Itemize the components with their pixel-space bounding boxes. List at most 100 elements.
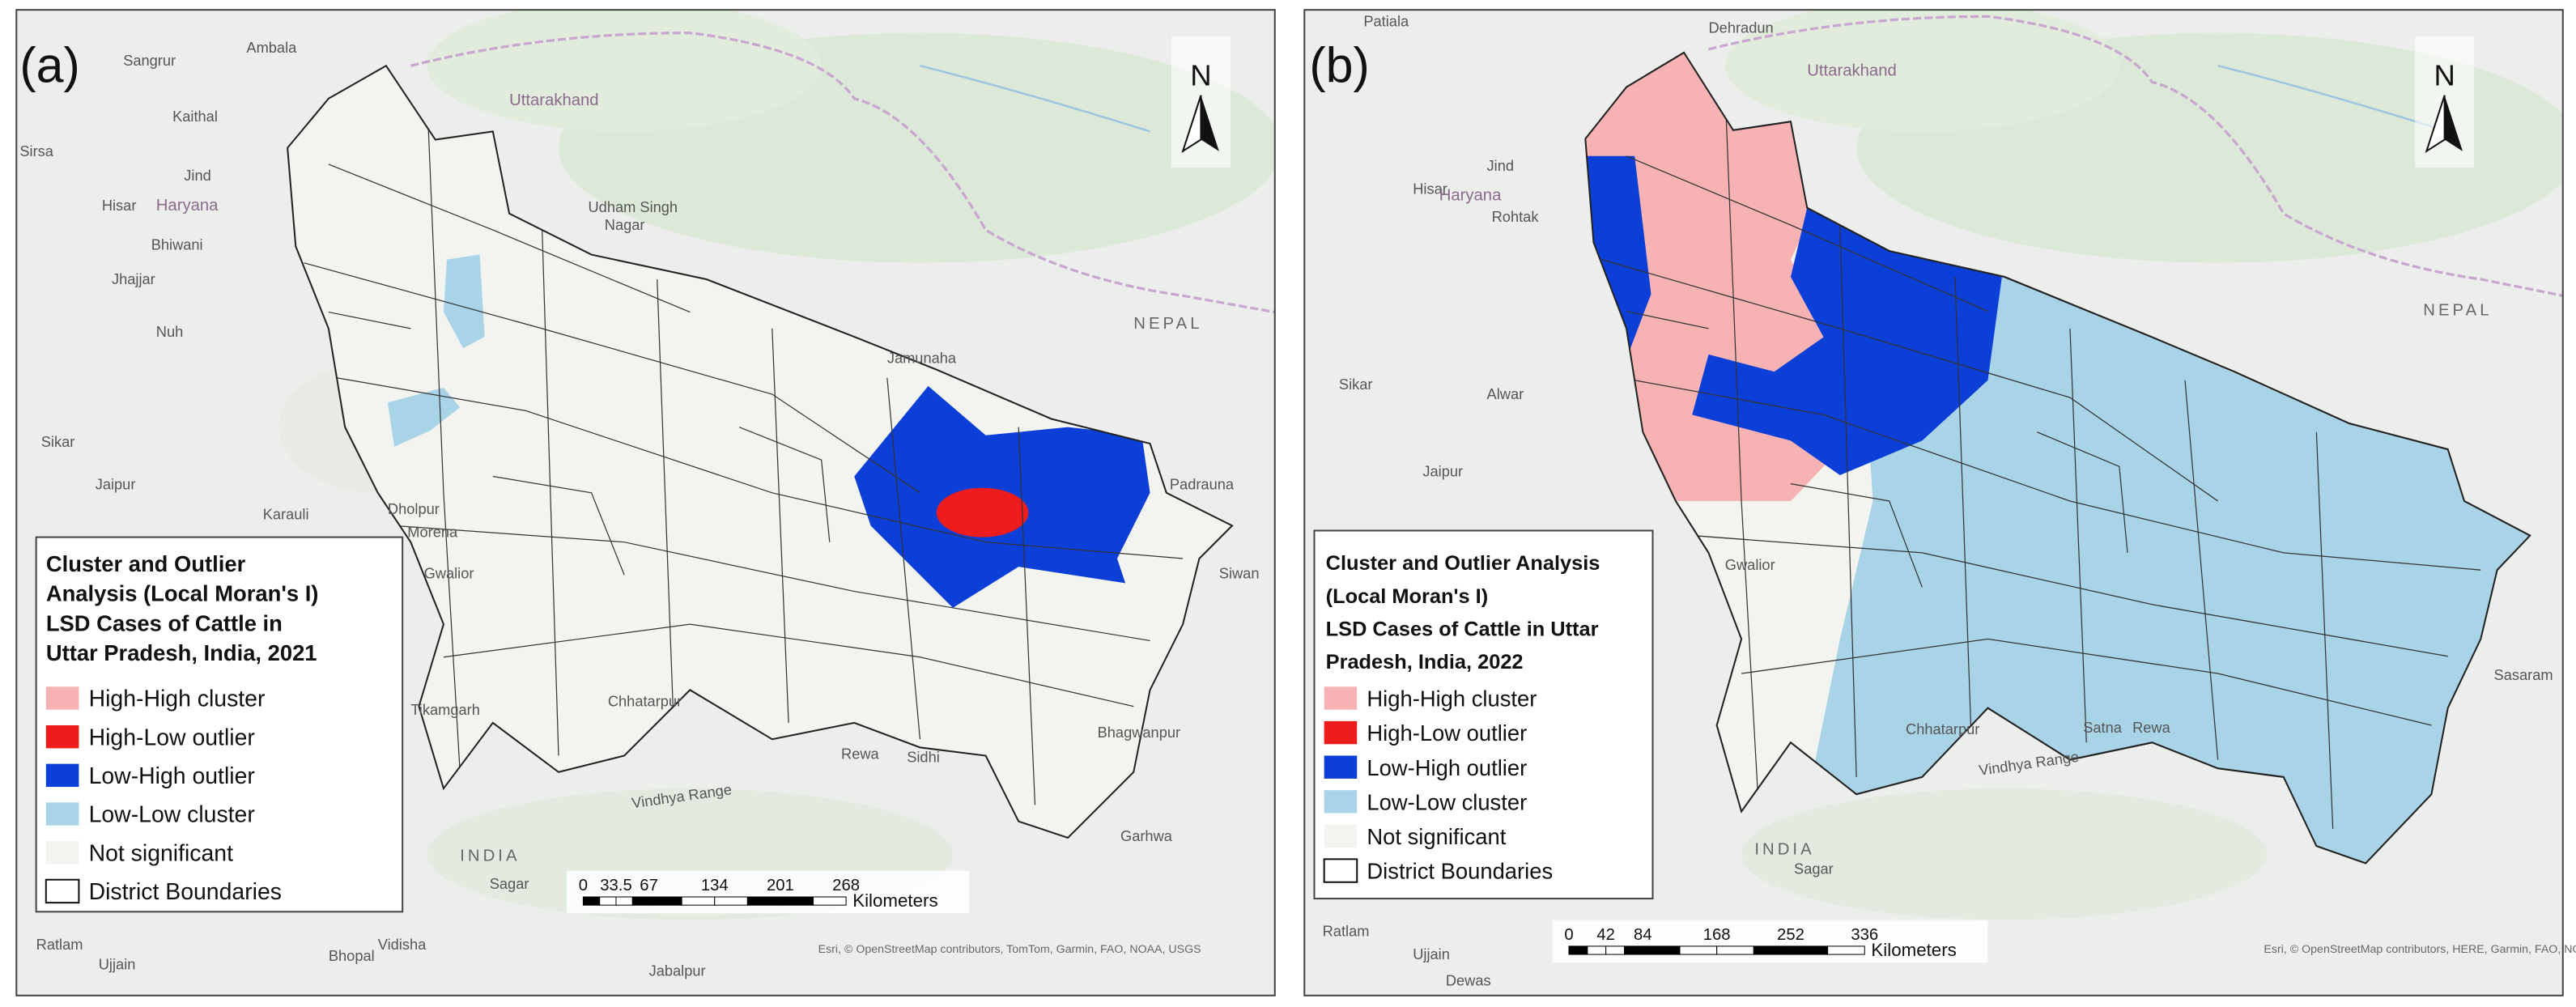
district-boundary [1018,427,1036,805]
place-label: Patiala [1363,12,1409,29]
legend-title: LSD Cases of Cattle in [46,610,283,635]
district-boundary [1954,276,1972,743]
attribution: Esri, © OpenStreetMap contributors, TomT… [818,943,1201,956]
district-boundary [542,230,559,756]
place-label: Gwalior [1725,556,1775,573]
legend-label: Low-Low cluster [1367,789,1527,814]
low-low-cluster [387,387,461,447]
scale-segment [615,896,633,906]
place-label: Vidisha [378,936,427,953]
place-label: Jamunaha [887,349,957,366]
district-boundary [2315,431,2334,829]
place-label: INDIA [460,847,520,865]
legend-label: District Boundaries [89,879,282,905]
panel-label: (a) [19,37,79,92]
border [1708,15,2563,297]
scale-segment [1642,945,1681,955]
scale-segment [582,896,601,906]
district-boundary [738,427,831,542]
place-label: Hisar [1413,180,1447,197]
scale-segment [714,896,748,906]
district-boundary [1724,87,1758,795]
district-boundary [1839,225,1857,777]
overlays: (a) N Cluster and Outlier Analysis (Local M… [19,36,2576,963]
legend-label: Low-Low cluster [89,802,255,828]
district-group [1601,87,2481,829]
district-boundary [492,475,625,576]
scale-tick-label: 252 [1777,926,1804,944]
legend-label: Low-High outlier [89,763,255,789]
place-label: Ujjain [1413,945,1450,962]
place-label: Sagar [490,875,529,892]
scale-bg [1552,920,1988,963]
place-label: Dholpur [388,500,440,517]
place-label: Sidhi [907,749,940,766]
legend-swatch [1324,755,1358,779]
place-label: Garhwa [1120,827,1173,844]
scale-tick-label: 168 [1703,926,1731,944]
scale-tick-label: 201 [767,877,794,894]
places-a: Sangrur Ambala Kaithal Sirsa Jind Hisar … [19,39,1259,979]
scale-segment [648,896,682,906]
district-boundary [1790,483,1923,588]
terrain [1724,10,2119,132]
scale-bg [567,870,970,914]
place-label: Jind [1487,157,1514,174]
scale-unit: Kilometers [1871,940,1956,960]
legend-swatch [1323,858,1358,883]
low-low-cluster [443,254,485,349]
place-label: Rohtak [1492,208,1540,225]
district-boundary [304,262,920,494]
place-label: Alwar [1487,385,1524,402]
scale-tick-label: 0 [1564,926,1573,944]
legend-label: Not significant [89,840,234,866]
legend-box [35,536,404,913]
place-label: INDIA [1754,840,1814,858]
place-label: Ambala [246,39,297,56]
scale-segment [1753,945,1792,955]
district-boundary [1692,534,2448,657]
scale-segment [813,896,847,906]
clusters-a [387,254,1150,608]
district-boundary [1626,310,1709,329]
scale-tick-label: 268 [832,877,860,894]
legend-swatch [45,878,80,904]
legend-label: Not significant [1367,824,1506,849]
place-label: Hisar [102,197,137,214]
place-label: Sirsa [19,142,53,159]
place-label: Uttarakhand [509,91,599,109]
place-label: Sagar [1794,860,1834,877]
legend-label: District Boundaries [1367,859,1553,884]
place-label: Jind [184,167,210,184]
panel-label: (b) [1309,37,1369,92]
scale-segment [1568,945,1588,955]
place-label: Nagar [605,216,645,233]
legend-swatch [1324,720,1358,745]
legend-title: LSD Cases of Cattle in Uttar [1326,618,1599,640]
scale-tick-label: 42 [1596,926,1615,944]
scale-segment [599,896,617,906]
district-lines [304,87,2481,829]
district-boundary [886,377,921,740]
legend-swatch [1324,790,1358,814]
place-label: Jhajjar [112,270,155,287]
place-label: Bhagwanpur [1098,724,1180,741]
place-label: Bhiwani [151,236,203,253]
place-label: Morena [407,524,458,541]
district-boundary [336,377,1184,559]
district-boundary [1741,638,2432,726]
district-boundary [1634,380,2481,571]
terrain [1741,788,2268,920]
place-label: Karauli [263,505,309,522]
legend-box [1313,529,1654,900]
place-label: Uttarakhand [1807,62,1897,79]
scale-tick-label: 33.5 [600,877,631,894]
place-label: Sangrur [123,52,176,69]
place-label: Rewa [841,746,880,763]
scale-tick-label: 67 [640,877,658,894]
district-boundary [2069,328,2087,743]
river [2217,65,2449,133]
legend-title: Uttar Pradesh, India, 2021 [46,640,317,665]
scale-segment [631,896,650,906]
